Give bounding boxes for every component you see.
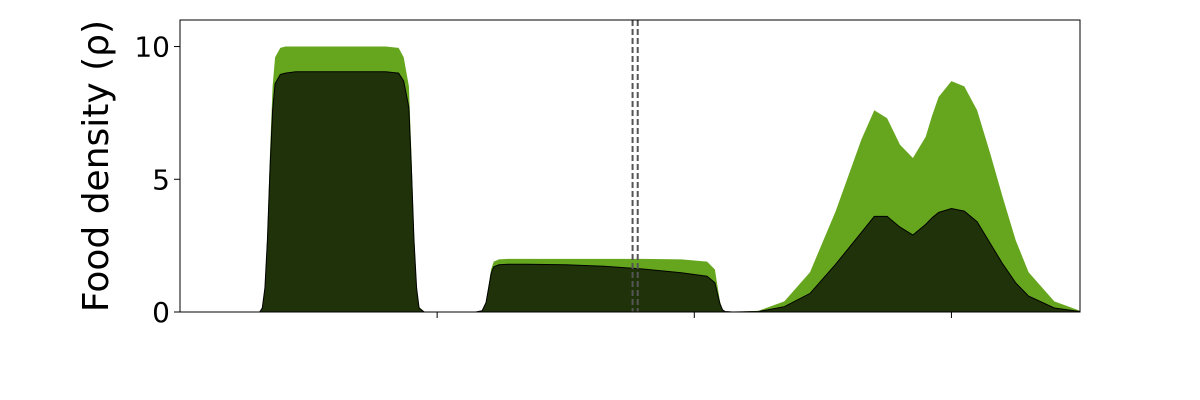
x-axis-ticks <box>436 312 952 318</box>
y-axis-ticks: 0 5 10 <box>134 31 180 329</box>
y-tick-label: 0 <box>152 296 170 329</box>
area-series-group <box>180 46 1081 313</box>
reference-lines <box>631 20 639 312</box>
y-tick-label: 10 <box>134 31 170 64</box>
area-series-inner <box>180 71 1081 313</box>
y-axis-label: Food density (ρ) <box>76 20 117 312</box>
y-tick-label: 5 <box>152 163 170 196</box>
axes-frame <box>179 19 1081 313</box>
